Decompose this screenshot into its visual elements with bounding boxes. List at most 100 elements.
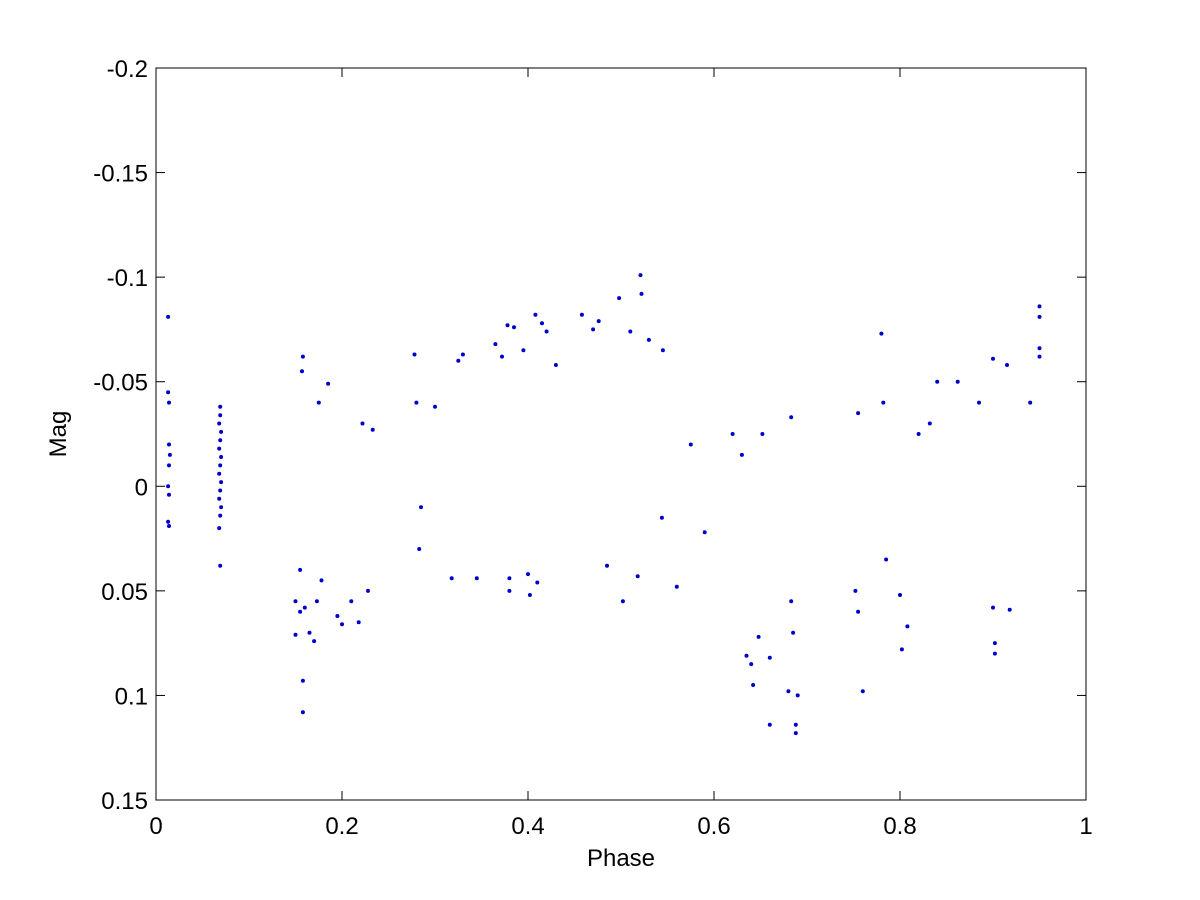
data-point	[167, 463, 171, 468]
x-tick-label: 1	[1079, 813, 1092, 840]
data-point	[786, 689, 791, 694]
data-point	[219, 480, 224, 485]
data-point	[302, 605, 307, 610]
y-axis-title: Mag	[45, 411, 72, 458]
data-point	[739, 452, 744, 457]
x-tick-label: 0.4	[511, 813, 544, 840]
data-point	[493, 342, 498, 347]
data-point	[507, 588, 512, 593]
data-point	[218, 413, 223, 418]
data-point	[688, 442, 693, 447]
x-tick-label: 0.8	[883, 813, 916, 840]
data-point	[219, 505, 224, 510]
data-point	[505, 323, 510, 328]
data-point	[793, 731, 798, 736]
data-point	[1037, 304, 1042, 309]
data-point	[300, 369, 304, 374]
data-point	[749, 662, 754, 667]
data-point	[456, 358, 461, 363]
x-tick-label: 0.6	[697, 813, 730, 840]
data-point	[521, 348, 526, 353]
data-point	[166, 484, 171, 489]
y-tick-label: 0	[135, 474, 148, 501]
data-point	[218, 463, 223, 468]
data-point	[791, 630, 796, 635]
y-tick-label: -0.2	[107, 56, 148, 83]
data-point	[856, 609, 861, 614]
data-point	[793, 722, 798, 727]
data-point	[789, 415, 794, 420]
data-point	[218, 513, 223, 518]
data-point	[167, 442, 171, 447]
data-point	[370, 427, 375, 432]
data-point	[218, 404, 223, 409]
data-point	[500, 354, 504, 359]
data-point	[1037, 354, 1042, 359]
data-point	[860, 689, 865, 694]
data-point	[760, 432, 765, 436]
ticks-layer	[155, 67, 1087, 801]
data-point	[884, 557, 889, 562]
data-point	[167, 492, 171, 497]
data-point	[639, 291, 644, 296]
data-point	[293, 632, 298, 637]
data-point	[881, 400, 886, 405]
data-point	[1005, 363, 1009, 367]
data-point	[298, 567, 303, 572]
data-point	[1037, 346, 1042, 351]
data-point	[300, 354, 305, 359]
data-point	[527, 593, 532, 597]
data-point	[617, 296, 622, 301]
data-point	[553, 363, 558, 367]
data-point	[744, 653, 749, 658]
data-point	[751, 683, 756, 687]
data-point	[533, 312, 538, 317]
data-point	[628, 329, 633, 334]
data-point	[591, 327, 596, 332]
data-point	[326, 381, 331, 386]
plot-frame	[155, 67, 1087, 801]
data-point	[730, 432, 735, 436]
data-point	[298, 609, 303, 614]
tick-labels-layer: 0 0.2 0.4 0.6 0.8 1 -0.2 -0.15 -0.1 -0.05 0 0.05 0.1…	[93, 56, 1092, 840]
data-point	[905, 624, 910, 629]
y-tick-label: -0.05	[93, 370, 148, 397]
y-tick-label: -0.15	[93, 161, 148, 188]
data-point	[419, 505, 423, 510]
data-point	[507, 576, 512, 581]
data-point	[293, 599, 298, 604]
data-point	[319, 578, 324, 583]
data-point	[596, 319, 601, 324]
data-point	[646, 337, 651, 342]
data-point	[620, 599, 625, 604]
data-point	[526, 572, 530, 577]
x-axis-title: Phase	[587, 845, 655, 872]
data-point	[366, 588, 370, 593]
data-point	[166, 314, 171, 319]
data-point	[217, 526, 222, 531]
data-point	[767, 722, 772, 727]
data-point	[756, 634, 761, 639]
data-point	[349, 599, 354, 604]
data-point	[167, 524, 171, 528]
data-point	[916, 432, 921, 436]
data-point	[1028, 400, 1033, 405]
data-point	[992, 651, 997, 656]
data-point	[307, 630, 312, 635]
data-point	[512, 325, 516, 330]
data-point	[544, 329, 549, 334]
data-point	[605, 563, 609, 568]
data-point	[460, 352, 465, 357]
data-point	[414, 400, 419, 405]
data-point	[217, 446, 222, 451]
data-point	[898, 593, 902, 597]
data-point	[992, 641, 997, 646]
data-point	[955, 379, 960, 384]
x-tick-label: 0	[149, 813, 162, 840]
data-point	[635, 574, 640, 579]
data-point	[217, 421, 222, 426]
y-tick-label: -0.1	[107, 265, 148, 292]
data-point	[166, 390, 171, 395]
data-point	[638, 273, 643, 278]
